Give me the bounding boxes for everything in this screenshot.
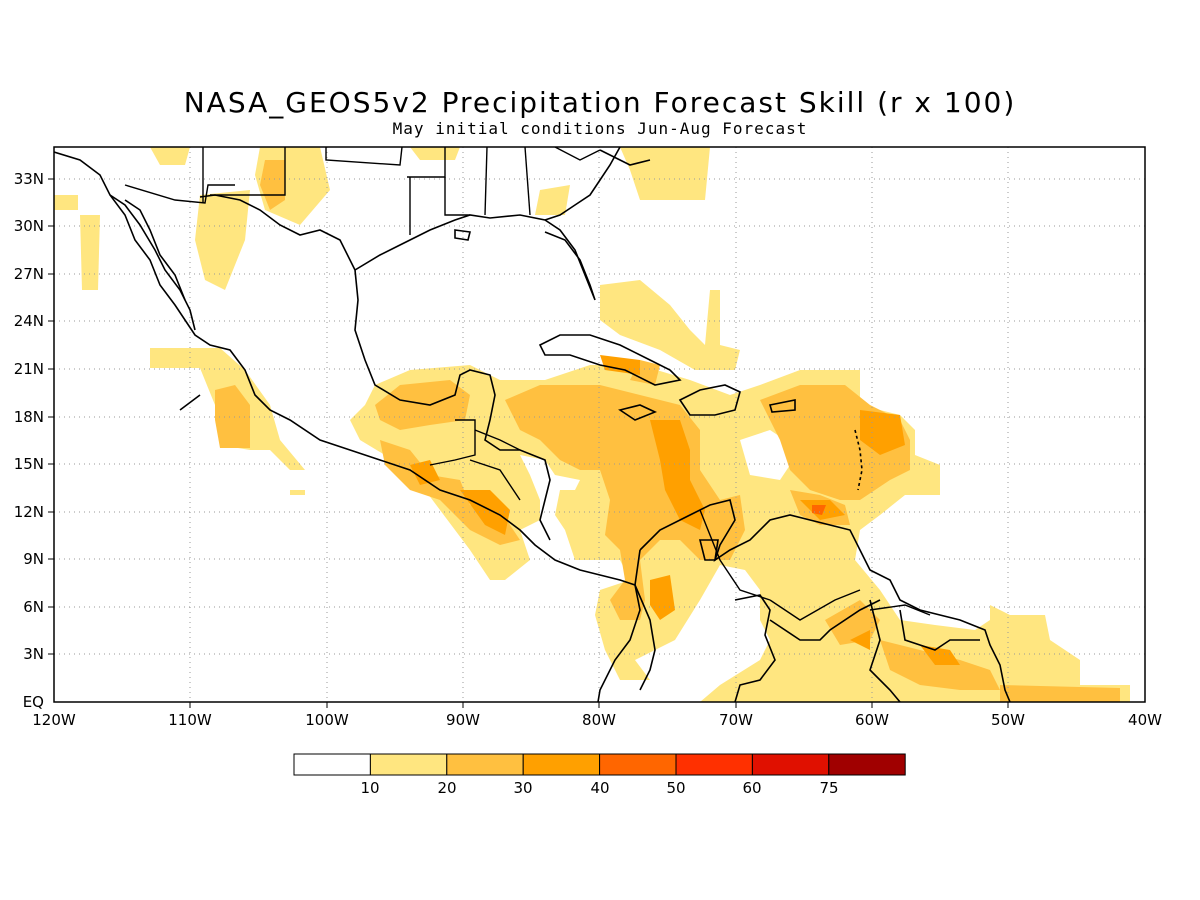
lat-label: 33N <box>14 170 44 188</box>
coastlines <box>54 147 1011 702</box>
colorbar-label: 50 <box>666 779 685 797</box>
colorbar-swatch <box>828 753 906 776</box>
lat-label: 9N <box>23 550 44 568</box>
colorbar-swatch <box>675 753 753 776</box>
colorbar-label: 40 <box>590 779 609 797</box>
colorbar-swatch <box>446 753 524 776</box>
colorbar-label: 75 <box>819 779 838 797</box>
longitude-labels: 120W 110W 100W 90W 80W 70W 60W 50W 40W <box>32 711 1162 729</box>
lon-label: 90W <box>446 711 480 729</box>
lat-label: 15N <box>14 455 44 473</box>
lat-label: 21N <box>14 360 44 378</box>
lon-label: 40W <box>1128 711 1162 729</box>
colorbar-swatch <box>522 753 601 776</box>
colorbar-label: 30 <box>513 779 532 797</box>
lon-label: 120W <box>32 711 76 729</box>
lon-label: 100W <box>305 711 349 729</box>
lon-label: 110W <box>168 711 212 729</box>
lat-label: EQ <box>23 693 44 711</box>
colorbar-swatch <box>599 753 677 776</box>
colorbar-label: 20 <box>437 779 456 797</box>
latitude-labels: 33N 30N 27N 24N 21N 18N 15N 12N 9N 6N 3N… <box>14 170 44 711</box>
colorbar-swatch <box>293 753 371 776</box>
lat-label: 6N <box>23 598 44 616</box>
colorbar: 10 20 30 40 50 60 75 <box>293 753 906 797</box>
colorbar-swatch <box>751 753 830 776</box>
colorbar-label: 60 <box>742 779 761 797</box>
lat-label: 27N <box>14 265 44 283</box>
lat-label: 12N <box>14 503 44 521</box>
colorbar-label: 10 <box>360 779 379 797</box>
lat-label: 30N <box>14 217 44 235</box>
colorbar-swatch <box>369 753 448 776</box>
map-grid <box>54 147 1145 702</box>
borders <box>124 147 931 621</box>
lon-label: 70W <box>719 711 753 729</box>
map-subtitle: May initial conditions Jun-Aug Forecast <box>392 119 808 138</box>
lon-label: 80W <box>582 711 616 729</box>
lat-label: 24N <box>14 312 44 330</box>
lon-label: 60W <box>855 711 889 729</box>
lon-label: 50W <box>991 711 1025 729</box>
lat-label: 3N <box>23 645 44 663</box>
map-title: NASA_GEOS5v2 Precipitation Forecast Skil… <box>183 86 1017 119</box>
skill-shading <box>54 147 1130 702</box>
axis-ticks <box>48 178 1009 708</box>
level-40-50-fill <box>812 505 826 515</box>
lat-label: 18N <box>14 408 44 426</box>
